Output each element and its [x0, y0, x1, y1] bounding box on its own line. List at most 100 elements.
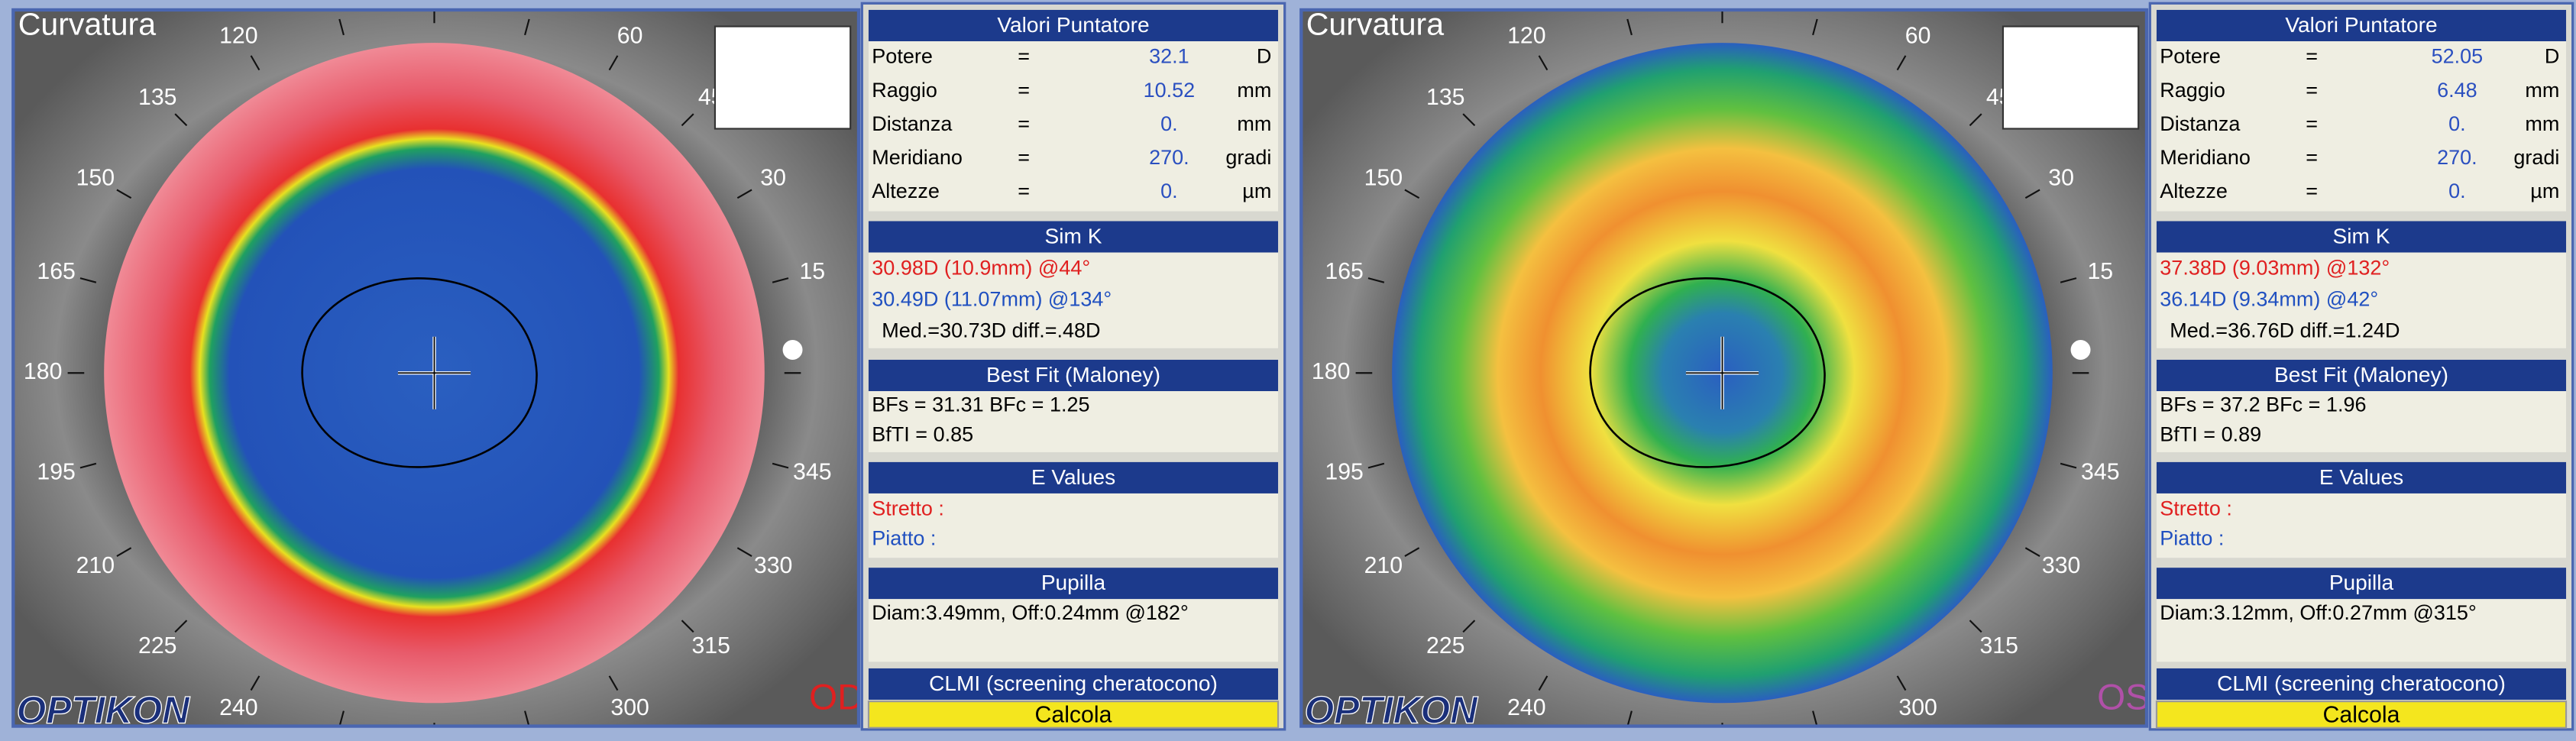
pointer-cell: µm	[1242, 180, 1271, 202]
pointer-cell: gradi	[2513, 146, 2559, 169]
meridian-label: 225	[138, 633, 176, 658]
simk-line: 30.98D (10.9mm) @44°	[872, 256, 1090, 279]
pointer-cell: =	[2306, 146, 2318, 169]
meridian-tick	[1812, 710, 1818, 726]
logo: OPTIKON	[1305, 688, 1479, 731]
pointer-cell: =	[1018, 180, 1030, 202]
meridian-label: 345	[2081, 460, 2119, 485]
section-body	[868, 252, 1279, 348]
meridian-tick	[1367, 277, 1385, 283]
image-border	[11, 8, 861, 728]
meridian-label: 150	[76, 165, 115, 190]
meridian-tick	[1462, 113, 1476, 127]
meridian-tick	[1538, 675, 1549, 691]
meridian-label: 330	[754, 553, 792, 578]
meridian-tick	[772, 462, 789, 469]
meridian-tick	[79, 462, 97, 469]
section-body	[868, 599, 1279, 662]
pointer-cell: =	[1018, 112, 1030, 135]
calcola-button[interactable]	[867, 701, 1280, 729]
meridian-tick	[1896, 55, 1907, 71]
meridian-tick	[1404, 547, 1420, 557]
bestfit-line: BfTI = 0.89	[2160, 422, 2261, 445]
meridian-tick	[524, 18, 530, 36]
calcola-label[interactable]: Calcola	[1035, 703, 1112, 728]
section-title: Valori Puntatore	[2285, 13, 2437, 37]
section-body	[868, 41, 1279, 212]
meridian-label: 180	[24, 359, 62, 384]
section-body	[2156, 41, 2567, 212]
evalue-line: Stretto :	[2160, 497, 2232, 520]
meridian-tick	[524, 710, 530, 726]
meridian-tick	[1626, 18, 1633, 36]
pointer-cell: =	[2306, 112, 2318, 135]
section-body	[2156, 493, 2567, 558]
calcola-label[interactable]: Calcola	[2323, 703, 2400, 728]
meridian-tick	[1896, 675, 1907, 691]
meridian-label: 150	[1364, 165, 1403, 190]
meridian-tick	[608, 55, 619, 71]
pointer-cell: =	[1018, 146, 1030, 169]
meridian-tick	[772, 277, 789, 283]
crosshair-core	[397, 336, 471, 409]
section-header	[868, 668, 1279, 700]
evalue-line: Stretto :	[872, 497, 944, 520]
meridian-tick	[116, 547, 132, 557]
meridian-label: 135	[138, 85, 176, 110]
simk-line: 37.38D (9.03mm) @132°	[2160, 256, 2390, 279]
pointer-cell: 0.	[2448, 180, 2466, 202]
section-title: Sim K	[2333, 225, 2390, 248]
pointer-cell: mm	[1237, 79, 1271, 102]
pointer-cell: 0.	[1160, 180, 1178, 202]
section-title: CLMI (screening cheratocono)	[2217, 671, 2506, 695]
section-title: CLMI (screening cheratocono)	[929, 671, 1218, 695]
pointer-cell: mm	[2525, 79, 2559, 102]
overlay-box	[2002, 25, 2140, 130]
meridian-label: 30	[2048, 165, 2074, 190]
meridian-label: 315	[1979, 633, 2018, 658]
overlay-box	[714, 25, 852, 130]
meridian-label: 315	[691, 633, 730, 658]
meridian-tick	[338, 18, 345, 36]
section-header	[2156, 221, 2567, 253]
logo: OPTIKON	[17, 688, 191, 731]
pointer-cell: gradi	[1225, 146, 1271, 169]
image-border	[1299, 8, 2149, 728]
pointer-cell: 270.	[2437, 146, 2477, 169]
section-title: Sim K	[1045, 225, 1102, 248]
section-header	[2156, 359, 2567, 392]
meridian-tick	[174, 620, 188, 633]
meridian-label: 60	[617, 24, 643, 49]
meridian-tick	[1812, 18, 1818, 36]
meridian-tick	[1969, 620, 1982, 633]
meridian-label: 120	[1507, 24, 1545, 49]
eye-label: OD	[809, 678, 863, 718]
calcola-button[interactable]	[2155, 701, 2568, 729]
section-header	[868, 461, 1279, 493]
meridian-tick	[250, 675, 261, 691]
section-title: Pupilla	[2329, 571, 2394, 594]
bestfit-line: BfTI = 0.85	[872, 422, 973, 445]
pupil-contour	[1589, 277, 1826, 468]
bestfit-line: BFs = 31.31 BFc = 1.25	[872, 393, 1089, 416]
pointer-cell: Altezze	[872, 180, 940, 202]
pointer-cell: =	[2306, 79, 2318, 102]
pointer-cell: 32.1	[1149, 45, 1189, 68]
pointer-cell: =	[1018, 79, 1030, 102]
simk-line: Med.=36.76D diff.=1.24D	[2170, 319, 2400, 341]
meridian-tick	[338, 710, 345, 726]
section-header	[2156, 461, 2567, 493]
section-header	[2156, 668, 2567, 700]
meridian-tick	[1538, 55, 1549, 71]
pointer-cell: Altezze	[2160, 180, 2228, 202]
map-title: Curvatura	[1306, 6, 1444, 41]
pointer-cell: Potere	[2160, 45, 2221, 68]
simk-line: Med.=30.73D diff.=.48D	[882, 319, 1100, 341]
eye-label: OS	[2097, 678, 2150, 718]
pointer-cell: µm	[2530, 180, 2559, 202]
section-header	[2156, 9, 2567, 42]
